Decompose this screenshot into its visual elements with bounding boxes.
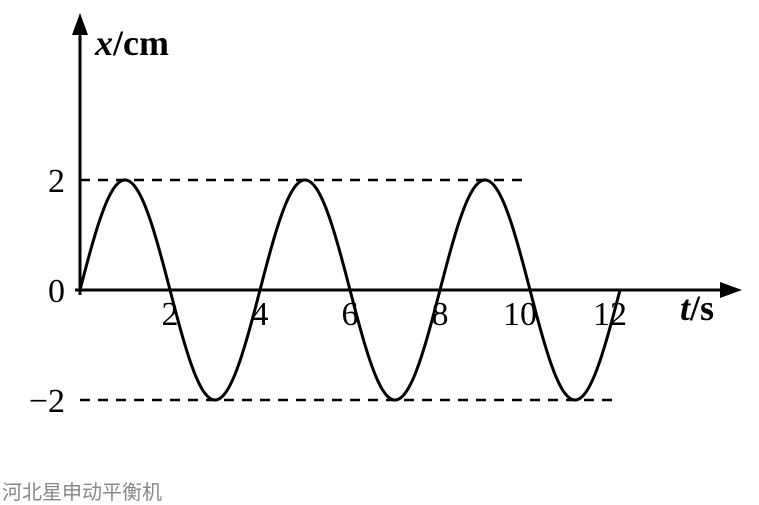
svg-text:2: 2 [162,296,179,333]
watermark-text: 河北星申动平衡机 [2,476,162,505]
svg-text:t/s: t/s [680,288,714,328]
svg-text:8: 8 [432,296,449,333]
svg-text:12: 12 [593,296,627,333]
svg-text:10: 10 [503,296,537,333]
svg-text:6: 6 [342,296,359,333]
svg-text:4: 4 [252,296,269,333]
svg-text:0: 0 [48,273,65,310]
watermark-label: 河北星申动平衡机 [2,482,162,504]
chart-svg: x/cm t/s 2 4 6 8 10 12 2 0 −2 [0,0,759,500]
svg-text:−2: −2 [29,383,65,420]
sine-wave-chart: x/cm t/s 2 4 6 8 10 12 2 0 −2 [0,0,759,500]
svg-text:x/cm: x/cm [94,23,169,63]
svg-text:2: 2 [48,163,65,200]
